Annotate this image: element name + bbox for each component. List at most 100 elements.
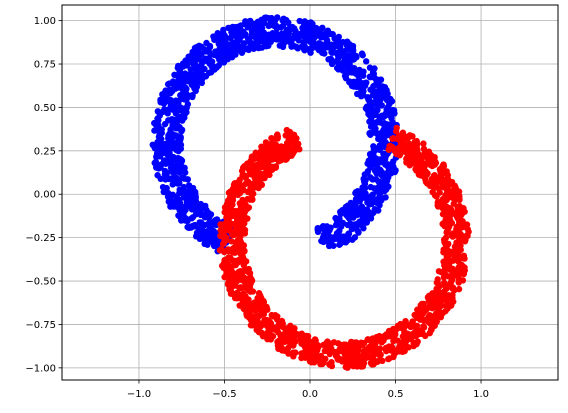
data-point <box>302 354 309 361</box>
data-point <box>198 61 205 68</box>
data-point <box>420 140 427 147</box>
series-1 <box>149 14 402 255</box>
data-point <box>450 200 457 207</box>
data-point <box>351 234 359 241</box>
data-point <box>237 22 245 29</box>
data-point <box>224 260 231 267</box>
data-point <box>419 153 427 160</box>
data-point <box>285 350 292 357</box>
data-point <box>226 254 234 261</box>
data-point <box>164 193 172 201</box>
data-point <box>332 221 340 229</box>
data-point <box>443 243 450 251</box>
x-tick-label: 0.0 <box>302 389 318 400</box>
data-point <box>391 168 399 176</box>
data-point <box>193 80 200 88</box>
data-point <box>373 335 380 342</box>
data-point <box>197 219 205 226</box>
data-point <box>335 39 343 46</box>
data-point <box>449 233 456 240</box>
data-point <box>360 87 367 95</box>
data-point <box>428 323 436 330</box>
data-point <box>339 220 346 227</box>
data-point <box>322 40 330 47</box>
data-point <box>173 165 181 173</box>
data-point <box>375 146 382 153</box>
data-point <box>385 165 393 173</box>
data-point <box>424 180 431 187</box>
y-tick-label: −0.50 <box>25 277 56 288</box>
data-point <box>444 205 451 212</box>
data-point <box>272 312 279 319</box>
data-point <box>385 171 392 178</box>
data-point <box>457 242 464 249</box>
data-point <box>197 200 204 208</box>
x-tick-label: 1.0 <box>473 389 489 400</box>
data-point <box>288 149 296 156</box>
data-point <box>237 267 244 275</box>
data-point <box>359 80 367 87</box>
data-point <box>397 344 405 352</box>
data-point <box>406 154 413 161</box>
data-point <box>330 339 338 346</box>
data-point <box>377 180 385 187</box>
data-point <box>347 220 354 228</box>
data-point <box>157 175 164 183</box>
data-point <box>193 69 201 76</box>
data-point <box>328 48 335 56</box>
data-point <box>360 68 367 75</box>
data-point <box>378 168 385 176</box>
data-point <box>390 333 398 340</box>
data-point <box>342 363 350 371</box>
data-point <box>383 106 390 113</box>
data-point <box>446 294 453 301</box>
data-point <box>437 313 445 321</box>
data-point <box>254 165 261 172</box>
data-point <box>201 240 208 248</box>
data-point <box>241 208 248 216</box>
data-point <box>163 184 170 192</box>
data-point <box>293 135 300 142</box>
data-point <box>337 46 344 53</box>
data-point <box>440 249 447 256</box>
data-point <box>445 254 452 262</box>
data-point <box>247 157 254 164</box>
data-point <box>426 157 433 164</box>
data-point <box>352 344 359 351</box>
data-point <box>441 281 448 288</box>
data-point <box>335 60 342 67</box>
data-point <box>154 149 161 156</box>
data-point <box>353 362 361 369</box>
data-point <box>164 152 172 159</box>
data-point <box>244 45 251 52</box>
data-point <box>420 302 427 309</box>
data-point <box>171 157 179 164</box>
data-point <box>381 161 389 168</box>
data-point <box>363 58 370 65</box>
data-point <box>446 214 453 222</box>
data-point <box>349 42 357 50</box>
data-point <box>238 29 245 37</box>
data-point <box>432 158 439 165</box>
data-point <box>214 53 222 60</box>
data-point <box>464 226 472 233</box>
data-point <box>161 106 168 113</box>
data-point <box>238 214 245 222</box>
data-point <box>275 345 282 352</box>
data-point <box>254 173 261 181</box>
data-point <box>414 331 422 338</box>
data-point <box>180 212 187 220</box>
data-point <box>264 306 271 313</box>
data-point <box>238 258 246 266</box>
data-point <box>260 174 267 181</box>
series-2 <box>216 124 472 371</box>
data-point <box>358 93 365 100</box>
x-tick-label: 0.5 <box>388 389 404 400</box>
data-point <box>367 119 375 126</box>
data-point <box>400 134 408 142</box>
data-point <box>375 135 382 143</box>
data-point <box>246 21 254 28</box>
data-point <box>254 314 262 321</box>
data-point <box>269 164 276 171</box>
data-point <box>240 305 247 312</box>
